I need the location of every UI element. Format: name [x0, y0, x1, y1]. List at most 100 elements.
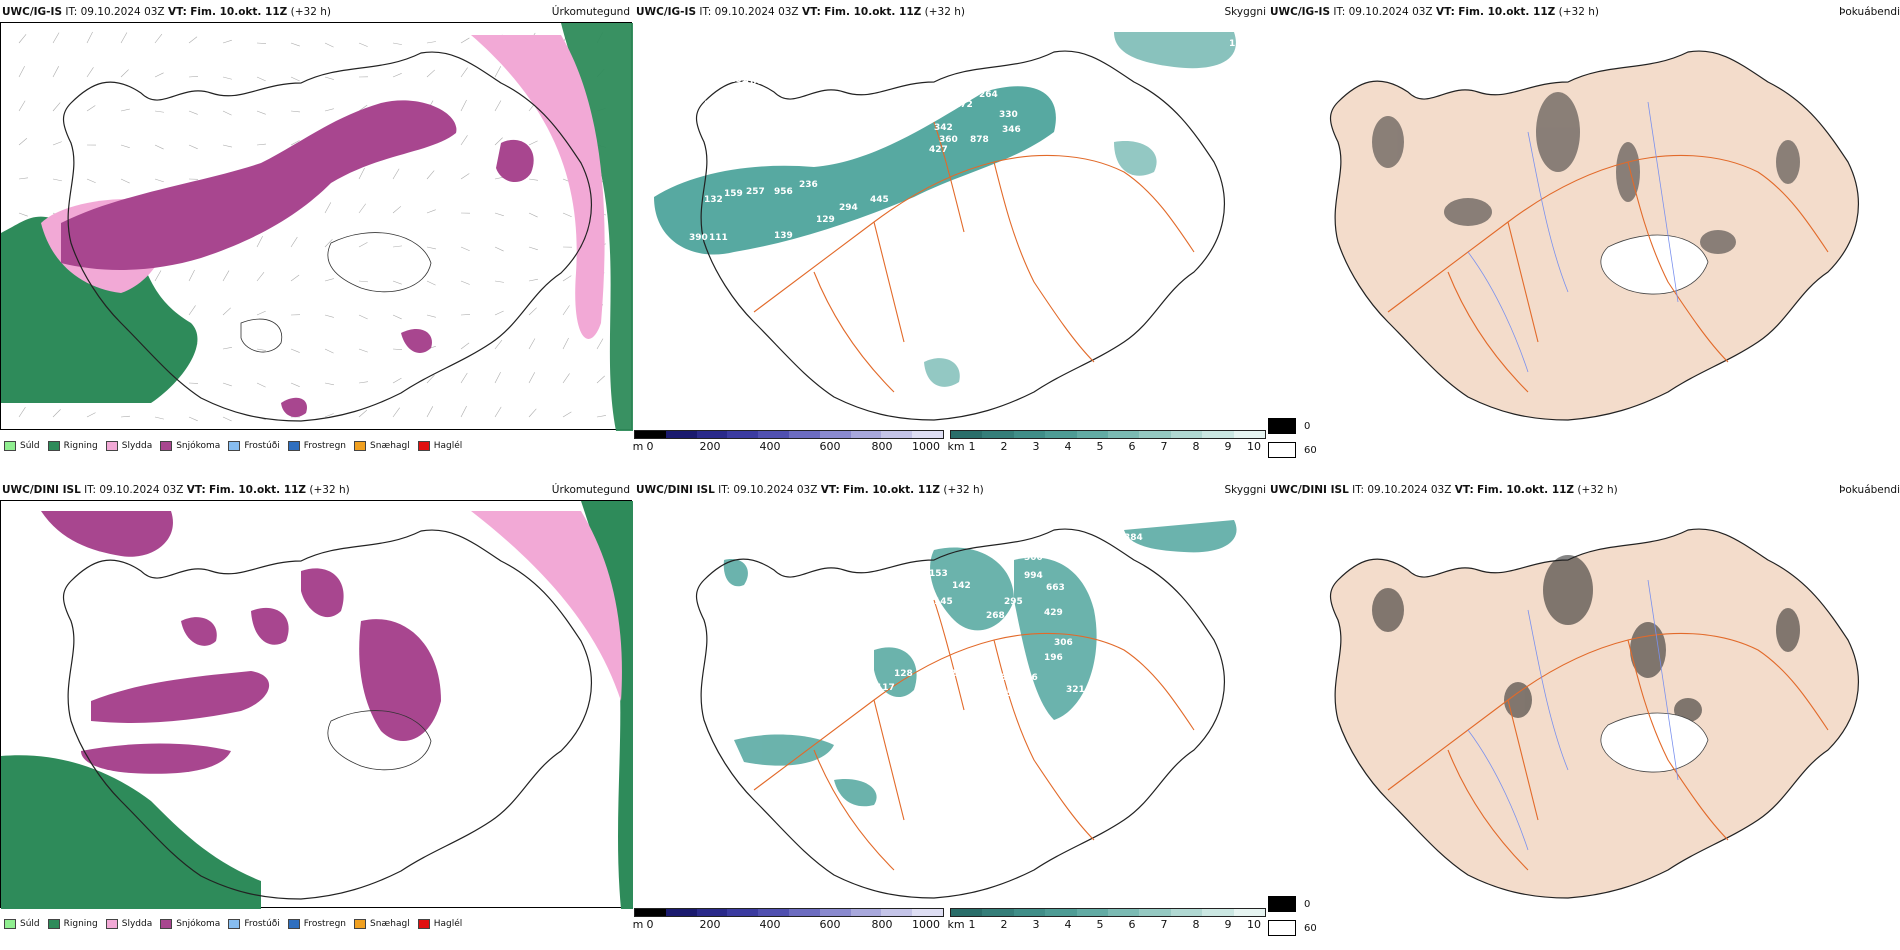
- cloud-base-label: 360: [939, 135, 958, 145]
- cloud-base-labels: 126 181 186 86 188 82 314 172 264 330 34…: [689, 39, 1248, 325]
- sleet-region: [471, 511, 622, 701]
- cloud-base-label: 196: [1044, 653, 1063, 663]
- wind-barb: [256, 110, 266, 115]
- panel-title: Þokuábendi: [1839, 484, 1900, 496]
- wind-barb: [154, 270, 162, 282]
- legend-item-freezing-drizzle: Frostúði: [228, 919, 280, 929]
- cloud-base-label: 346: [1002, 125, 1021, 135]
- wind-barb: [426, 170, 435, 180]
- low-visibility-region: [723, 520, 1237, 807]
- cloud-base-label: 83: [729, 591, 742, 601]
- it-value: 09.10.2024 03Z: [714, 6, 799, 18]
- wind-barb: [494, 137, 503, 146]
- wind-barb: [86, 178, 96, 184]
- vt-label: VT:: [167, 6, 187, 18]
- visibility-map[interactable]: 126 181 186 86 188 82 314 172 264 330 34…: [634, 22, 1266, 430]
- legend-swatch: [354, 441, 367, 451]
- wind-barb: [324, 42, 334, 48]
- panel-title: Skyggni: [1224, 6, 1267, 18]
- vt-value: Fim. 10.okt. 11Z: [1477, 484, 1575, 496]
- fog-map[interactable]: [1268, 500, 1900, 908]
- legend-swatch: [417, 441, 430, 451]
- fog-map[interactable]: [1268, 22, 1900, 430]
- rain-region: [581, 501, 633, 909]
- wind-barb: [290, 76, 300, 82]
- lead-time: (+32 h): [309, 484, 350, 496]
- wind-barb: [426, 406, 434, 418]
- wind-barb: [222, 270, 230, 282]
- wind-barb: [426, 280, 436, 286]
- glacier-outline: [240, 318, 283, 353]
- legend-item-rain: Rigning: [47, 441, 98, 451]
- wind-barb: [358, 104, 368, 112]
- wind-barb: [290, 348, 300, 353]
- wind-barb: [290, 382, 300, 387]
- precip-map[interactable]: [0, 22, 633, 431]
- wind-barb: [18, 138, 28, 146]
- wind-barb: [494, 371, 501, 384]
- wind-barb: [596, 415, 606, 418]
- it-value: 09.10.2024 03Z: [99, 484, 184, 496]
- wind-barb: [222, 382, 232, 387]
- colorbar-ticks: m 0 200 400 600 800 1000: [632, 440, 940, 453]
- cloud-base-label: 211: [804, 705, 823, 715]
- colorbar-ticks: km 1 2 3 4 5 6 7 8 9 10: [947, 918, 1261, 931]
- cloud-base-label: 342: [934, 123, 953, 133]
- wind-barb: [460, 37, 470, 44]
- wind-barb: [358, 348, 368, 353]
- visibility-map[interactable]: 157 500 994 663 285 384 83 153 142 295 4…: [634, 500, 1266, 908]
- colorbar-ticks: m 0 200 400 600 800 1000: [632, 918, 940, 931]
- lead-time: (+32 h): [1558, 6, 1599, 18]
- legend-swatch: [160, 919, 173, 929]
- precip-map[interactable]: [0, 500, 633, 909]
- wind-barb: [392, 206, 402, 214]
- sleet-region: [471, 35, 605, 339]
- fog-legend-low: 60: [1268, 916, 1317, 940]
- wind-barb: [324, 278, 334, 282]
- model-name: UWC/IG-IS: [636, 6, 697, 18]
- vt-value: Fim. 10.okt. 11Z: [209, 484, 307, 496]
- it-label: IT:: [1333, 6, 1346, 18]
- wind-barb: [52, 178, 62, 182]
- wind-barb: [528, 307, 537, 316]
- wind-barb: [494, 100, 502, 112]
- legend-swatch: [287, 441, 300, 451]
- wind-barb: [86, 31, 93, 44]
- model-name: UWC/IG-IS: [1270, 6, 1331, 18]
- fog-panel: UWC/DINI ISL IT: 09.10.2024 03Z VT: Fim.…: [1268, 478, 1900, 946]
- wind-barb: [494, 66, 502, 78]
- fog-panel: UWC/IG-IS IT: 09.10.2024 03Z VT: Fim. 10…: [1268, 0, 1900, 468]
- wind-barb: [562, 212, 572, 218]
- wind-barb: [460, 135, 468, 146]
- wind-barb: [460, 173, 470, 180]
- wind-barb: [256, 310, 266, 316]
- vt-value: Fim. 10.okt. 11Z: [824, 6, 922, 18]
- wind-barb: [392, 314, 402, 320]
- visibility-panel: UWC/IG-IS IT: 09.10.2024 03Z VT: Fim. 10…: [632, 0, 1267, 468]
- wind-barb: [392, 348, 403, 351]
- cloud-base-label: 445: [870, 195, 889, 205]
- cloud-base-label: 294: [839, 203, 858, 213]
- wind-barb: [256, 76, 266, 82]
- cloud-base-label: 117: [876, 683, 895, 693]
- it-label: IT:: [1352, 484, 1365, 496]
- panel-title: Þokuábendi: [1839, 6, 1900, 18]
- wind-barb: [528, 408, 537, 418]
- wind-barb: [52, 32, 60, 44]
- vt-label: VT:: [1454, 484, 1474, 496]
- wind-barb: [358, 203, 366, 214]
- legend-swatch: [47, 441, 60, 451]
- glacier-area: [1600, 234, 1709, 295]
- wind-barb: [358, 314, 368, 320]
- legend-item-snow: Snjókoma: [160, 919, 220, 929]
- wind-barb: [86, 67, 94, 78]
- wind-barb: [222, 347, 232, 350]
- low-visibility-region: [1114, 32, 1236, 69]
- wind-barb: [222, 39, 232, 44]
- cloud-base-label: 429: [1044, 608, 1063, 618]
- low-visibility-region: [924, 358, 960, 387]
- cloud-base-label: 295: [1004, 597, 1023, 607]
- wind-barb: [494, 406, 502, 418]
- wind-barb: [222, 76, 232, 80]
- cloud-base-label: 536: [1019, 673, 1038, 683]
